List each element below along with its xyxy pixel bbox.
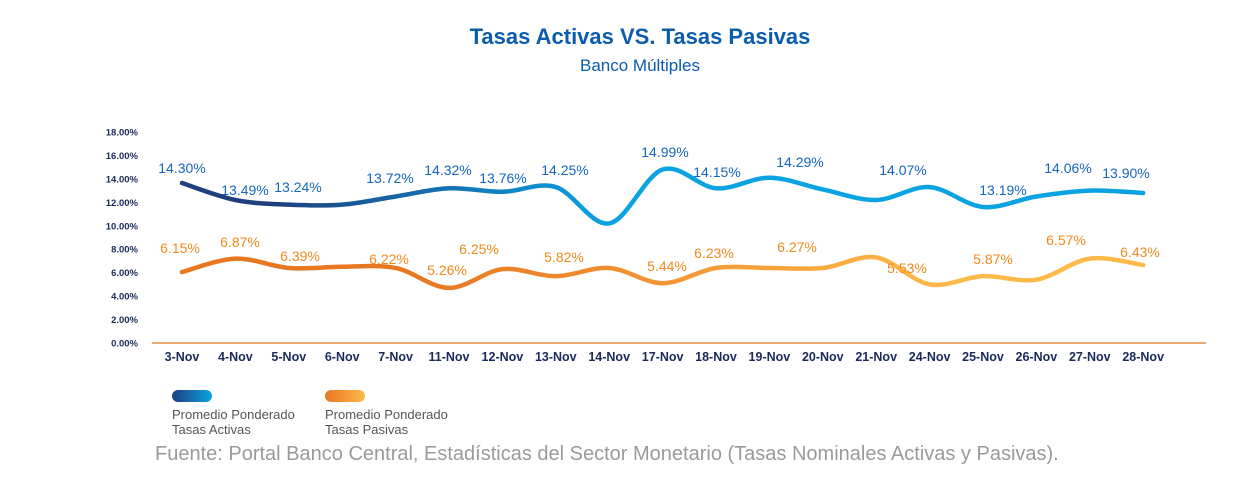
- series-line-pasivas: [179, 254, 1146, 291]
- data-label: 5.82%: [544, 249, 584, 265]
- x-tick-label: 12-Nov: [482, 350, 524, 364]
- x-tick-label: 14-Nov: [588, 350, 630, 364]
- chart-title: Tasas Activas VS. Tasas Pasivas: [469, 24, 811, 49]
- data-label: 6.27%: [777, 239, 817, 255]
- data-label: 6.15%: [160, 240, 200, 256]
- source-note: Fuente: Portal Banco Central, Estadístic…: [155, 443, 1059, 465]
- x-tick-label: 5-Nov: [271, 350, 306, 364]
- data-label: 5.26%: [427, 262, 467, 278]
- y-tick-label: 4.00%: [111, 292, 138, 303]
- y-tick-label: 18.00%: [106, 128, 139, 139]
- x-tick-label: 6-Nov: [325, 350, 360, 364]
- legend-swatch-pasivas: [325, 390, 365, 402]
- x-tick-label: 11-Nov: [429, 350, 470, 364]
- x-tick-label: 17-Nov: [642, 350, 684, 364]
- data-label: 6.43%: [1120, 244, 1160, 260]
- y-tick-label: 0.00%: [111, 339, 138, 350]
- x-tick-label: 20-Nov: [802, 350, 844, 364]
- x-tick-label: 7-Nov: [378, 350, 413, 364]
- x-tick-label: 19-Nov: [749, 350, 791, 364]
- data-label: 14.06%: [1044, 160, 1091, 176]
- x-tick-label: 25-Nov: [962, 350, 1004, 364]
- data-label: 5.44%: [647, 258, 687, 274]
- data-label: 13.19%: [979, 182, 1026, 198]
- data-label: 6.39%: [280, 248, 320, 264]
- data-label: 14.30%: [158, 160, 205, 176]
- y-tick-label: 10.00%: [106, 221, 139, 232]
- legend-pasivas-line1: Promedio Ponderado: [325, 407, 448, 422]
- data-label: 6.57%: [1046, 232, 1086, 248]
- data-label: 5.87%: [973, 251, 1013, 267]
- legend-pasivas: Promedio Ponderado Tasas Pasivas: [325, 407, 448, 437]
- data-label: 13.72%: [366, 170, 413, 186]
- y-tick-label: 2.00%: [111, 315, 138, 326]
- x-tick-label: 4-Nov: [218, 350, 253, 364]
- data-label: 14.32%: [424, 162, 471, 178]
- legend-swatch-activas: [172, 390, 212, 402]
- data-label: 14.15%: [693, 164, 740, 180]
- x-tick-label: 26-Nov: [1016, 350, 1058, 364]
- x-tick-label: 28-Nov: [1122, 350, 1164, 364]
- chart-subtitle: Banco Múltiples: [579, 56, 700, 75]
- legend-activas-line2: Tasas Activas: [172, 422, 251, 437]
- x-tick-label: 13-Nov: [535, 350, 577, 364]
- x-tick-label: 18-Nov: [695, 350, 737, 364]
- legend-activas-line1: Promedio Ponderado: [172, 407, 295, 422]
- y-tick-label: 8.00%: [111, 245, 138, 256]
- data-label: 13.90%: [1102, 165, 1149, 181]
- data-label: 13.24%: [274, 179, 321, 195]
- data-label: 6.23%: [694, 245, 734, 261]
- data-label: 14.25%: [541, 162, 588, 178]
- legend-activas: Promedio Ponderado Tasas Activas: [172, 407, 295, 437]
- x-tick-label: 3-Nov: [165, 350, 200, 364]
- x-tick-label: 24-Nov: [909, 350, 951, 364]
- data-label: 14.07%: [879, 162, 926, 178]
- data-label: 6.87%: [220, 234, 260, 250]
- y-tick-label: 14.00%: [106, 174, 139, 185]
- data-label: 13.49%: [221, 182, 268, 198]
- series-line-activas: [179, 166, 1146, 226]
- data-label: 14.99%: [641, 144, 688, 160]
- data-label: 6.22%: [369, 251, 409, 267]
- y-tick-label: 16.00%: [106, 151, 139, 162]
- data-label: 6.25%: [459, 241, 499, 257]
- legend-pasivas-line2: Tasas Pasivas: [325, 422, 409, 437]
- data-label: 14.29%: [776, 154, 823, 170]
- y-tick-label: 6.00%: [111, 268, 138, 279]
- y-tick-label: 12.00%: [106, 198, 139, 209]
- data-label: 5.53%: [887, 260, 927, 276]
- x-tick-label: 21-Nov: [855, 350, 897, 364]
- data-label: 13.76%: [479, 170, 526, 186]
- x-tick-label: 27-Nov: [1069, 350, 1111, 364]
